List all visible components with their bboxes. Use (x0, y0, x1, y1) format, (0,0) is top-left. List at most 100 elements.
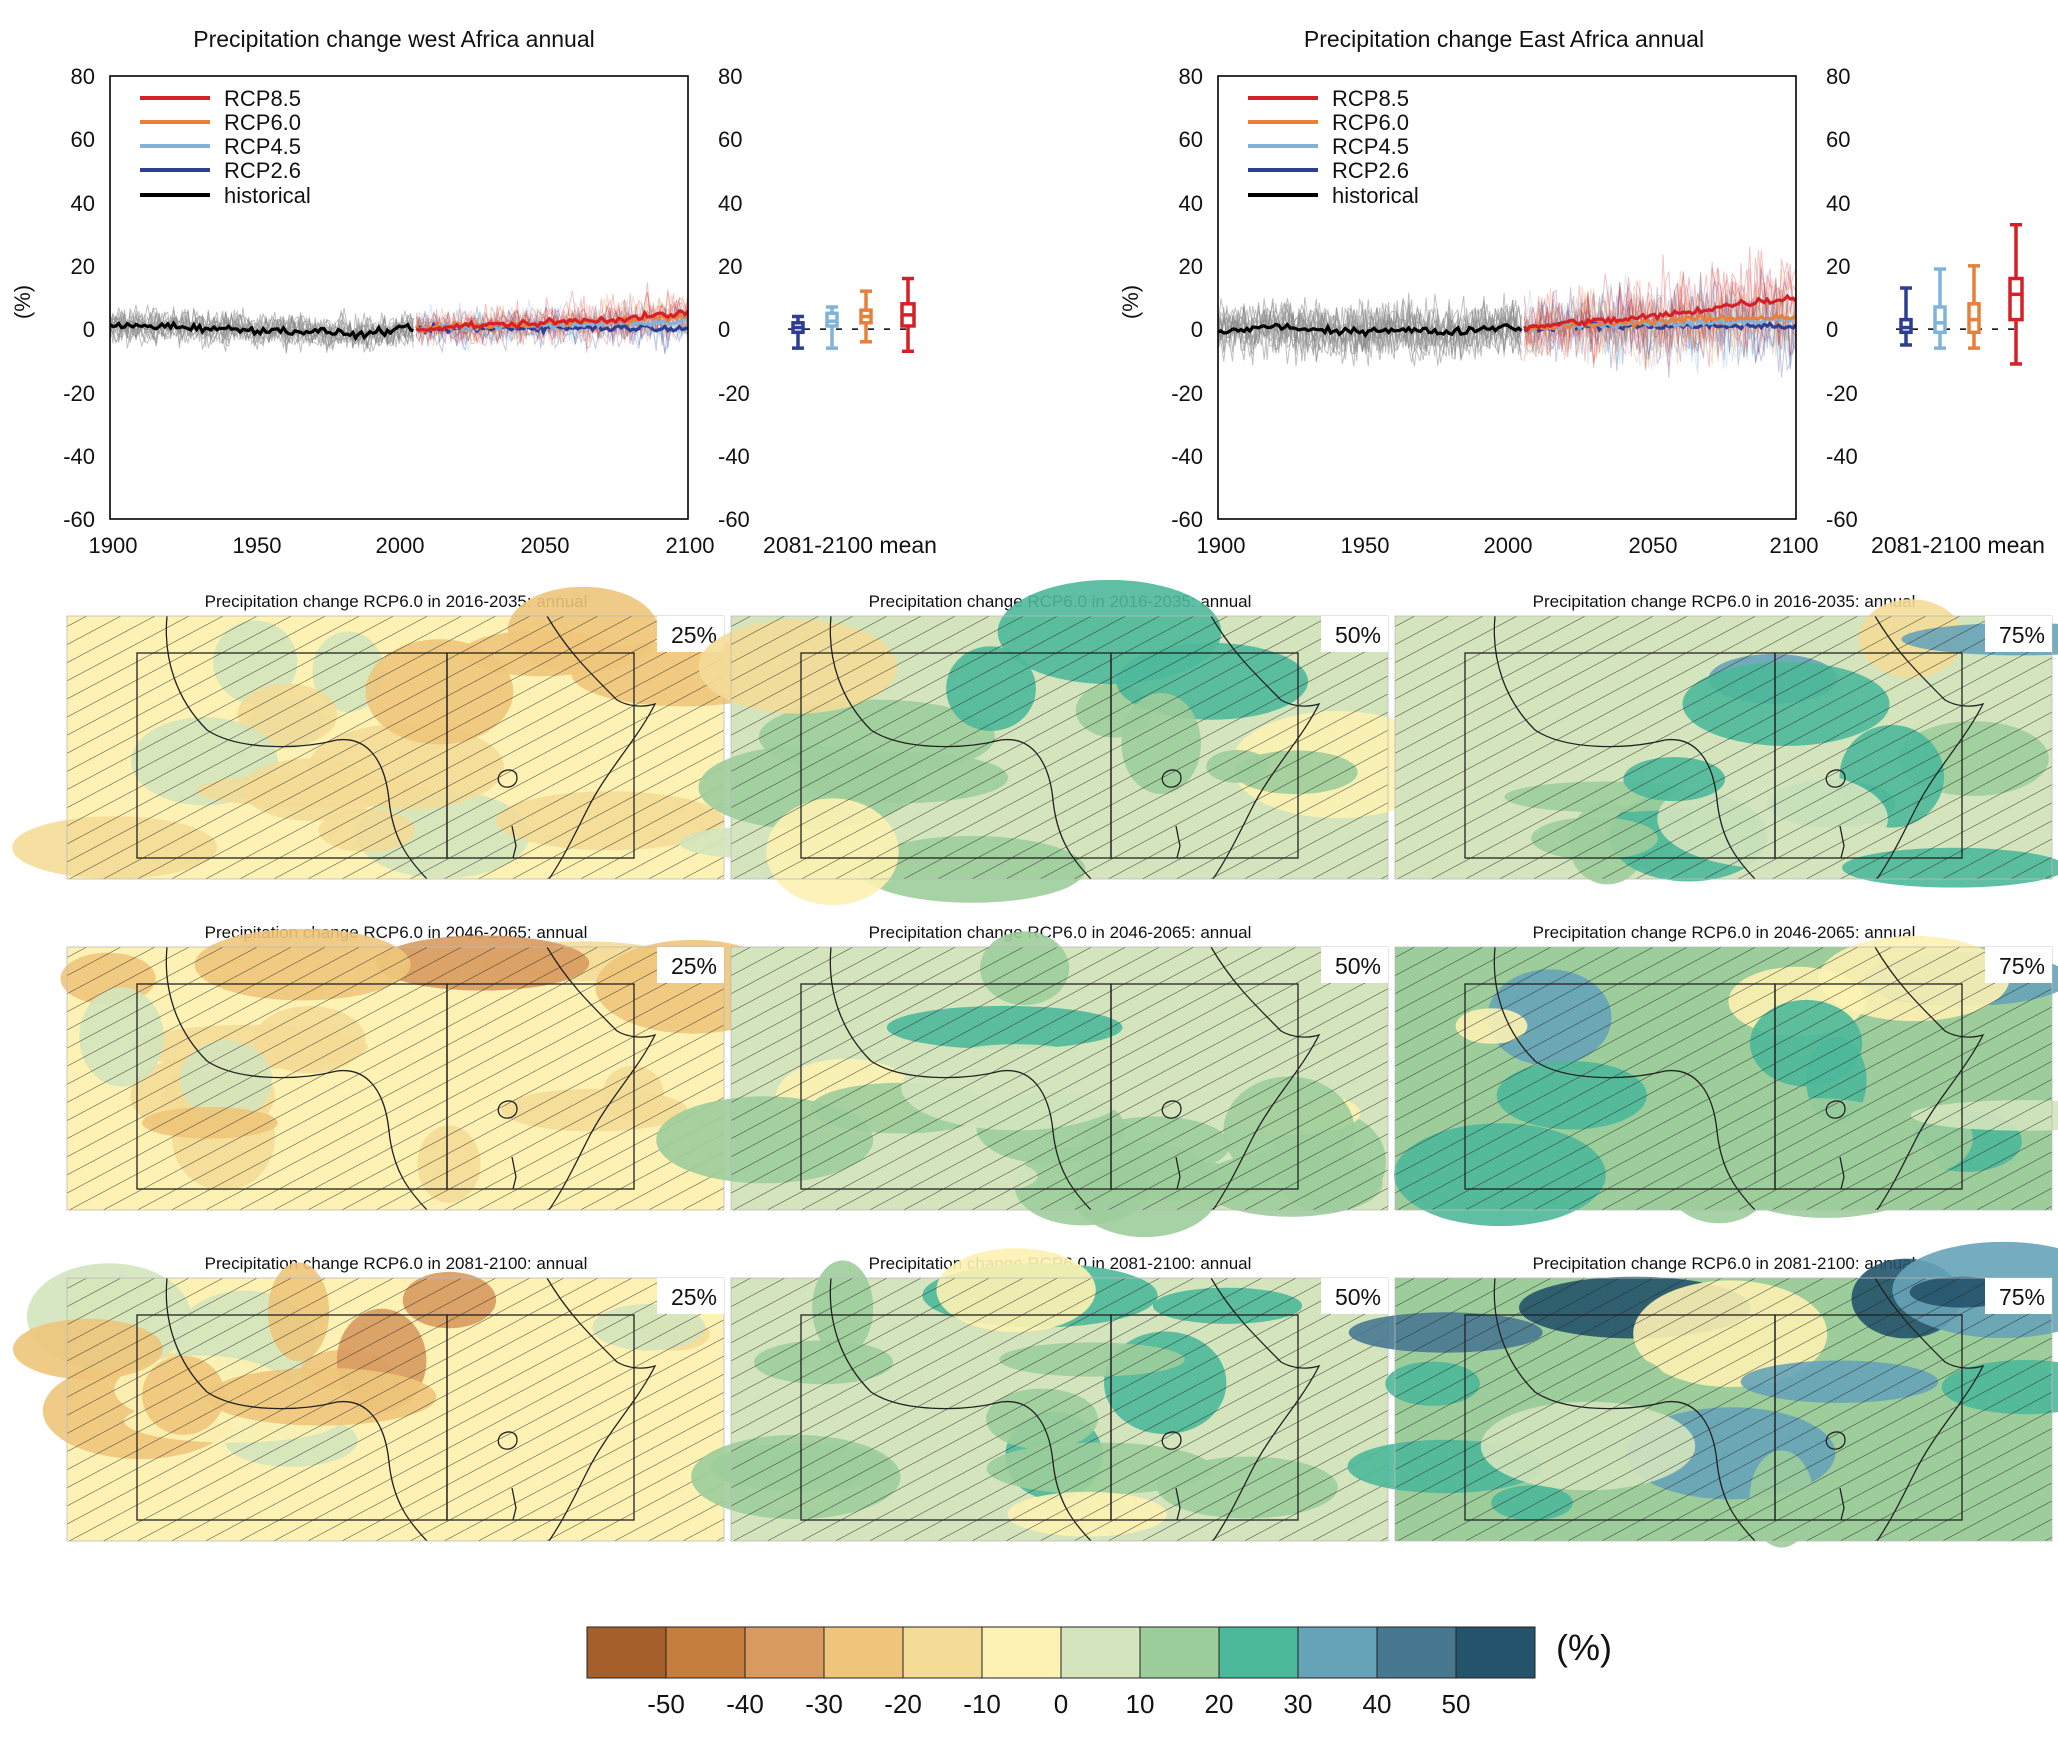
percentile-label-box (1321, 1278, 1388, 1314)
map-frame (66, 946, 725, 1211)
y-tick-label: -20 (63, 381, 95, 406)
legend-label: RCP4.5 (224, 134, 301, 159)
percentile-label-box (1985, 1278, 2052, 1314)
series-lines (110, 309, 688, 342)
y-tick-label: -40 (718, 444, 750, 469)
legend-label: RCP8.5 (1332, 86, 1409, 111)
y-tick-label: -40 (1171, 444, 1203, 469)
percentile-label: 75% (1999, 1284, 2045, 1310)
colorbar-ticks: -50 -40 -30 -20 -10 0 10 20 30 40 50 (647, 1689, 1470, 1719)
period-label: 2081-2100 mean (763, 532, 937, 558)
coastline (1493, 1277, 1985, 1542)
coastline (1493, 946, 1985, 1211)
colorbar-tick-label: 50 (1442, 1689, 1471, 1719)
historical-member-line (1218, 292, 1522, 365)
y-tick-label: 40 (718, 191, 742, 216)
colorbar-cell (1376, 1626, 1457, 1679)
colorbar-tick-label: -10 (963, 1689, 1001, 1719)
map-title: Precipitation change RCP6.0 in 2046-2065… (1533, 923, 1916, 942)
y-tick-label: 60 (1826, 127, 1850, 152)
chart-title: Precipitation change East Africa annual (1304, 26, 1704, 52)
percentile-label-box (1321, 616, 1388, 652)
timeseries-panel-west-africa: Precipitation change west Africa annual … (10, 26, 937, 558)
scenario-member-line (415, 301, 688, 352)
legend-label: historical (224, 183, 311, 208)
percentile-label-box (657, 1278, 724, 1314)
y-tick-label: 60 (71, 127, 95, 152)
colorbar-cell (1139, 1626, 1220, 1679)
percentile-label: 25% (671, 953, 717, 979)
y-tick-label: -60 (1171, 507, 1203, 532)
y-tick-label: 40 (71, 191, 95, 216)
map-frame (730, 1277, 1389, 1542)
region-boxes (1464, 1314, 1963, 1521)
percentile-label: 50% (1335, 953, 1381, 979)
plot-frame (1217, 75, 1797, 520)
y-axis-left: 80 60 40 20 0 -20 -40 -60 (63, 64, 95, 532)
scenario-member-line (415, 300, 688, 352)
coastline (829, 615, 1321, 880)
coastline (829, 946, 1321, 1211)
chart-title: Precipitation change west Africa annual (193, 26, 594, 52)
series-line (1523, 293, 1796, 333)
map-title: Precipitation change RCP6.0 in 2081-2100… (205, 1254, 588, 1273)
hatching (67, 616, 724, 879)
y-tick-label: -60 (1826, 507, 1858, 532)
map-panel: Precipitation change RCP6.0 in 2016-2035… (12, 587, 796, 880)
east-africa-box (1110, 1314, 1299, 1521)
percentile-label: 25% (671, 622, 717, 648)
percentile-label-box (1985, 947, 2052, 983)
scenario-member-line (1523, 246, 1796, 368)
y-tick-label: 80 (71, 64, 95, 89)
y-tick-label: 20 (71, 254, 95, 279)
colorbar-cell (744, 1626, 825, 1679)
scenario-member-line (415, 291, 688, 347)
colorbar-tick-label: -30 (805, 1689, 843, 1719)
colorbar-tick-label: 30 (1284, 1689, 1313, 1719)
colorbar-tick-label: -40 (726, 1689, 764, 1719)
y-axis-label: (%) (10, 285, 35, 319)
y-tick-label: 20 (718, 254, 742, 279)
scenario-member-line (1523, 287, 1796, 368)
colorbar-cell (1455, 1626, 1536, 1679)
x-tick-label: 1900 (89, 533, 138, 558)
y-tick-label: 0 (83, 317, 95, 342)
hatching (67, 947, 724, 1210)
scenario-member-line (1523, 268, 1796, 379)
coastline (165, 946, 657, 1211)
colorbar-cell (1297, 1626, 1378, 1679)
x-tick-label: 2000 (1484, 533, 1533, 558)
percentile-label-box (657, 947, 724, 983)
y-axis-right: 80 60 40 20 0 -20 -40 -60 (1826, 64, 1858, 532)
percentile-label: 25% (671, 1284, 717, 1310)
hatching (731, 1278, 1388, 1541)
y-tick-label: 60 (718, 127, 742, 152)
colorbar-tick-label: 40 (1363, 1689, 1392, 1719)
y-tick-label: 40 (1179, 191, 1203, 216)
region-boxes (800, 983, 1299, 1190)
east-africa-box (1774, 1314, 1963, 1521)
map-frame (730, 946, 1389, 1211)
legend: RCP8.5 RCP6.0 RCP4.5 RCP2.6 historical (1248, 86, 1419, 208)
legend-label: RCP6.0 (224, 110, 301, 135)
colorbar-tick-label: -20 (884, 1689, 922, 1719)
series-line (1218, 322, 1523, 339)
colorbar-cells (586, 1626, 1536, 1679)
coastline (165, 1277, 657, 1542)
y-tick-label: 20 (1826, 254, 1850, 279)
y-axis-right: 80 60 40 20 0 -20 -40 -60 (718, 64, 750, 532)
coastline (1493, 615, 1985, 880)
hatching (731, 947, 1388, 1210)
y-tick-label: 80 (1179, 64, 1203, 89)
percentile-label-box (1985, 616, 2052, 652)
colorbar-cell (586, 1626, 667, 1679)
y-tick-label: -40 (63, 444, 95, 469)
colorbar-tick-label: 0 (1054, 1689, 1068, 1719)
hatching (67, 1278, 724, 1541)
box-body (2008, 276, 2024, 322)
map-frame (730, 615, 1389, 880)
map-frame (1394, 946, 2053, 1211)
y-tick-label: 20 (1179, 254, 1203, 279)
y-tick-label: 60 (1179, 127, 1203, 152)
